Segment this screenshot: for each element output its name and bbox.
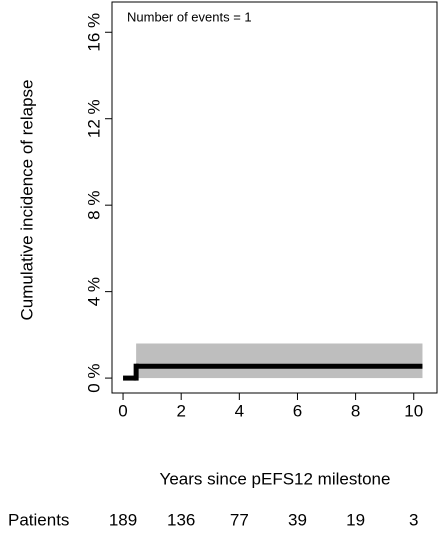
x-tick-label: 4 xyxy=(235,401,244,420)
y-tick-label: 16 % xyxy=(84,13,103,52)
risk-count: 77 xyxy=(230,510,249,529)
x-tick-label: 2 xyxy=(176,401,185,420)
risk-count: 136 xyxy=(167,510,195,529)
annotation: Number of events = 1 xyxy=(127,9,252,24)
risk-count: 3 xyxy=(409,510,418,529)
y-tick-label: 0 % xyxy=(84,363,103,392)
confidence-band xyxy=(136,343,423,379)
x-axis-label: Years since pEFS12 milestone xyxy=(160,469,391,488)
risk-count: 189 xyxy=(109,510,137,529)
y-tick-label: 8 % xyxy=(84,191,103,220)
y-tick-label: 12 % xyxy=(84,99,103,138)
risk-count: 39 xyxy=(288,510,307,529)
x-tick-label: 6 xyxy=(293,401,302,420)
x-tick-label: 8 xyxy=(351,401,360,420)
x-tick-label: 10 xyxy=(404,401,423,420)
risk-table-label: Patients xyxy=(8,510,69,529)
risk-count: 19 xyxy=(346,510,365,529)
y-axis-label: Cumulative incidence of relapse xyxy=(17,80,36,321)
y-tick-label: 4 % xyxy=(84,277,103,306)
plot-frame xyxy=(111,1,438,394)
x-tick-label: 0 xyxy=(118,401,127,420)
